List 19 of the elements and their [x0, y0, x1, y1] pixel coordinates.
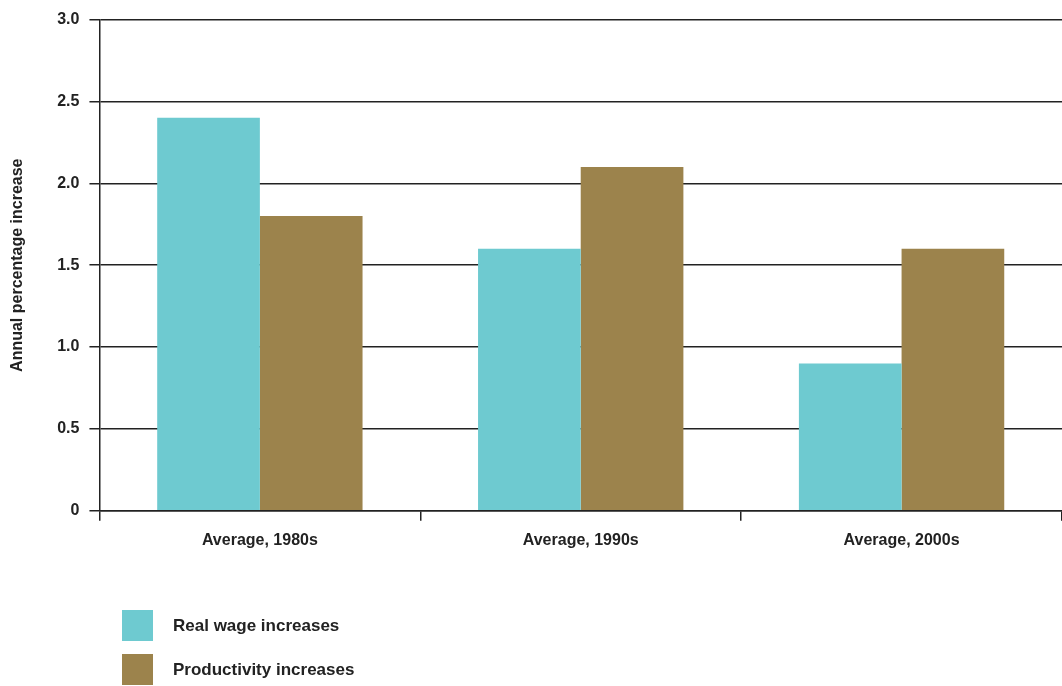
legend-label: Productivity increases [173, 659, 355, 680]
bar [798, 363, 902, 511]
bar [580, 166, 684, 511]
x-tick-label: Average, 2000s [843, 530, 960, 548]
x-tick-label: Average, 1990s [522, 530, 639, 548]
bar [259, 216, 363, 511]
y-tick-label: 1.0 [57, 337, 80, 355]
bar [901, 248, 1005, 511]
y-tick-label: 0.5 [57, 419, 80, 437]
bar [157, 117, 260, 511]
y-tick-label: 1.5 [57, 255, 80, 273]
x-tick-label: Average, 1980s [201, 530, 318, 548]
legend-label: Real wage increases [173, 615, 340, 636]
y-tick-label: 2.0 [57, 173, 80, 191]
bar [478, 248, 581, 511]
y-tick-label: 2.5 [57, 91, 80, 109]
y-tick-label: 3.0 [57, 10, 80, 28]
y-tick-label: 0 [70, 501, 80, 519]
y-axis-title: Annual percentage increase [8, 158, 26, 372]
